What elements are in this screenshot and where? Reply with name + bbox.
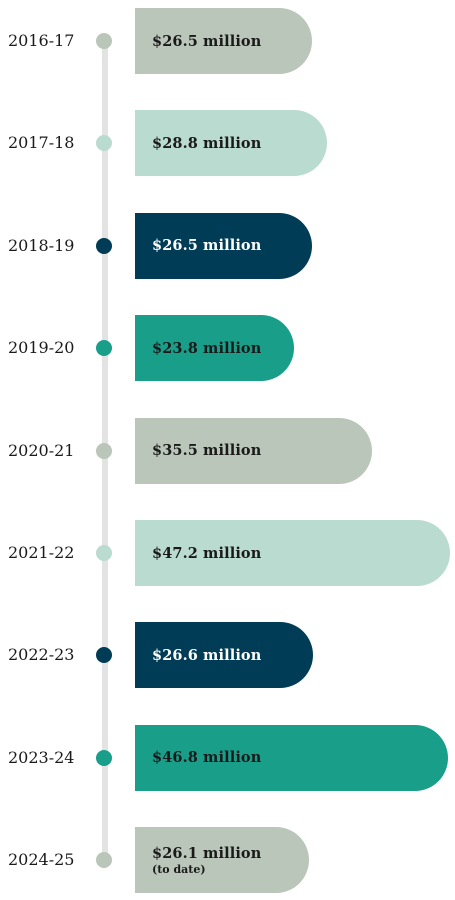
bar-value-label: $35.5 million [152, 442, 262, 460]
year-tick-label: 2016-17 [8, 31, 75, 50]
timeline-dot [96, 545, 112, 561]
timeline-dot [96, 237, 112, 254]
year-tick-label: 2018-19 [8, 235, 75, 255]
timeline-dot [96, 340, 112, 357]
bar-value-label: $23.8 million [152, 339, 262, 357]
chart-row: 2024-25 $26.1 million (to date) [0, 827, 455, 894]
value-bar: $26.5 million [135, 212, 313, 279]
timeline-dot [96, 33, 112, 49]
year-tick-label: 2020-21 [8, 440, 75, 460]
chart-row: 2019-20 $23.8 million [0, 315, 455, 382]
timeline-dot [96, 852, 112, 869]
chart-row: 2023-24 $46.8 million [0, 724, 455, 791]
year-tick-label: 2024-25 [8, 850, 75, 870]
value-bar: $46.8 million [135, 724, 448, 791]
bar-value-label: $26.5 million [152, 32, 262, 50]
value-bar: $28.8 million [135, 110, 328, 177]
year-tick-label: 2017-18 [8, 133, 75, 153]
year-tick-label: 2019-20 [8, 338, 75, 358]
chart-row: 2020-21 $35.5 million [0, 417, 455, 484]
value-bar: $26.6 million [135, 622, 313, 689]
bar-note-label: (to date) [152, 862, 206, 876]
chart-row: 2022-23 $26.6 million [0, 622, 455, 689]
bar-value-label: $26.5 million [152, 237, 262, 255]
chart-row: 2018-19 $26.5 million [0, 212, 455, 279]
chart-row: 2016-17 $26.5 million [0, 8, 455, 74]
timeline-dot [96, 647, 112, 664]
bar-value-label: $46.8 million [152, 749, 262, 767]
bar-value-label: $26.6 million [152, 646, 262, 664]
year-tick-label: 2023-24 [8, 747, 75, 767]
value-bar: $26.1 million (to date) [135, 827, 310, 894]
timeline-dot [96, 135, 112, 152]
chart-row: 2017-18 $28.8 million [0, 110, 455, 177]
chart-row: 2021-22 $47.2 million [0, 520, 455, 586]
timeline-dot [96, 749, 112, 766]
bar-value-label: $26.1 million [152, 844, 262, 862]
year-tick-label: 2022-23 [8, 645, 75, 665]
timeline-dot [96, 442, 112, 459]
value-bar: $47.2 million [135, 520, 451, 586]
bar-value-label: $47.2 million [152, 544, 262, 562]
year-tick-label: 2021-22 [8, 543, 75, 562]
value-bar: $23.8 million [135, 315, 294, 382]
bar-value-label: $28.8 million [152, 134, 262, 152]
value-bar: $26.5 million [135, 8, 313, 74]
value-bar: $35.5 million [135, 417, 373, 484]
